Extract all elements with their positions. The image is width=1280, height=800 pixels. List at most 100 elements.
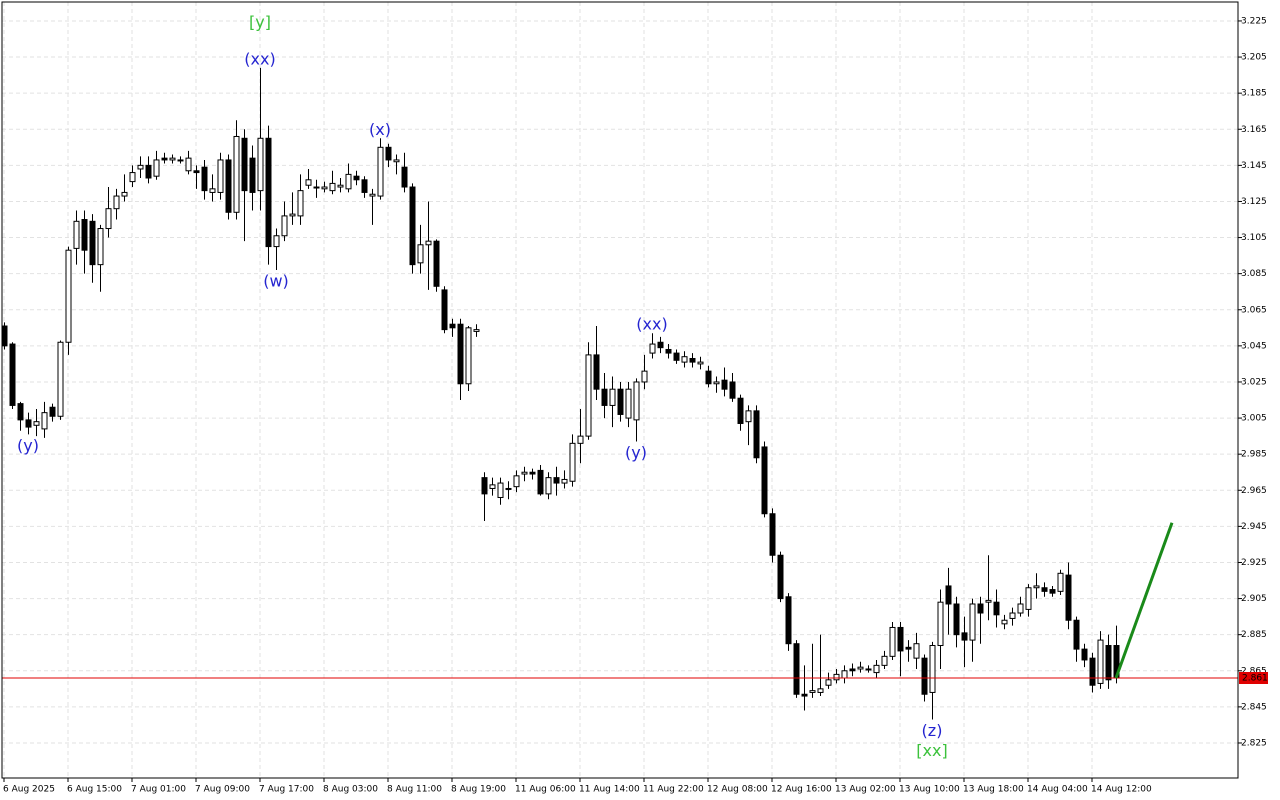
- candle-body: [577, 435, 584, 444]
- candle-body: [193, 170, 200, 174]
- candle-body: [697, 361, 704, 365]
- candle-body: [841, 670, 848, 679]
- y-tick-label: 2.845: [1241, 702, 1267, 712]
- candle-body: [385, 146, 392, 161]
- candle-body: [217, 159, 224, 193]
- y-tick-label: 3.205: [1241, 53, 1267, 63]
- x-tick-label: 6 Aug 15:00: [67, 785, 122, 795]
- candle-body: [529, 471, 536, 475]
- y-tick-label: 3.165: [1241, 125, 1267, 135]
- last-price-label: 2.861: [1242, 673, 1268, 683]
- candle-body: [441, 289, 448, 331]
- candle-body: [617, 388, 624, 415]
- y-tick-label: 2.925: [1241, 558, 1267, 568]
- x-tick-label: 11 Aug 06:00: [515, 785, 576, 795]
- candle-body: [25, 419, 32, 428]
- candle-body: [985, 599, 992, 603]
- candle-body: [1081, 648, 1088, 661]
- y-tick-label: 3.145: [1241, 161, 1267, 171]
- candle-body: [417, 244, 424, 264]
- candle-body: [465, 327, 472, 385]
- candle-body: [1017, 603, 1024, 614]
- candle-body: [161, 157, 168, 161]
- candle-body: [105, 208, 112, 230]
- wave-label: (xx): [636, 315, 667, 334]
- x-tick-label: 7 Aug 01:00: [131, 785, 186, 795]
- candle-body: [761, 446, 768, 515]
- candle-body: [593, 354, 600, 390]
- candle-body: [665, 348, 672, 354]
- candle-body: [449, 323, 456, 329]
- candle-body: [481, 477, 488, 495]
- candle-body: [929, 645, 936, 693]
- candle-body: [705, 370, 712, 385]
- y-tick-label: 3.005: [1241, 414, 1267, 424]
- projection-line: [1114, 522, 1174, 679]
- candle-body: [937, 601, 944, 647]
- candle-body: [633, 381, 640, 421]
- candle-body: [713, 381, 720, 385]
- candle-body: [9, 343, 16, 406]
- y-tick-label: 2.825: [1241, 738, 1267, 748]
- candle-body: [169, 157, 176, 161]
- y-tick-label: 3.085: [1241, 269, 1267, 279]
- x-tick-label: 7 Aug 09:00: [195, 785, 250, 795]
- y-tick-label: 3.225: [1241, 16, 1267, 26]
- candle-body: [377, 146, 384, 197]
- candle-body: [913, 643, 920, 659]
- x-tick-label: 13 Aug 02:00: [835, 785, 896, 795]
- candle-body: [809, 690, 816, 693]
- y-tick-label: 3.065: [1241, 305, 1267, 315]
- x-tick-label: 13 Aug 10:00: [899, 785, 960, 795]
- candle-body: [601, 388, 608, 406]
- candle-body: [257, 137, 264, 192]
- candle-body: [609, 388, 616, 406]
- candle-body: [953, 603, 960, 636]
- y-tick-label: 3.185: [1241, 89, 1267, 99]
- candle-body: [433, 240, 440, 287]
- candle-body: [241, 137, 248, 192]
- candle-body: [553, 477, 560, 484]
- candle-body: [505, 487, 512, 490]
- candle-body: [649, 343, 656, 354]
- candle-body: [73, 220, 80, 249]
- candle-body: [785, 596, 792, 645]
- candle-body: [353, 175, 360, 181]
- wave-label: (y): [17, 436, 39, 455]
- candle-body: [121, 191, 128, 197]
- candle-body: [473, 329, 480, 332]
- candle-body: [897, 626, 904, 652]
- y-tick-label: 3.025: [1241, 377, 1267, 387]
- candle-body: [857, 666, 864, 670]
- x-tick-label: 13 Aug 18:00: [963, 785, 1024, 795]
- candle-body: [113, 195, 120, 210]
- wave-label: (x): [369, 120, 391, 139]
- candle-body: [201, 166, 208, 192]
- candle-body: [585, 354, 592, 437]
- x-tick-label: 14 Aug 12:00: [1091, 785, 1152, 795]
- y-tick-label: 2.985: [1241, 450, 1267, 460]
- candle-body: [1105, 645, 1112, 681]
- candle-body: [561, 478, 568, 484]
- candle-body: [569, 442, 576, 482]
- candle-body: [801, 693, 808, 697]
- candle-body: [41, 412, 48, 430]
- candle-body: [225, 159, 232, 213]
- y-tick-label: 3.125: [1241, 197, 1267, 207]
- candle-body: [1001, 619, 1008, 625]
- candle-body: [177, 159, 184, 162]
- candle-body: [65, 249, 72, 343]
- x-tick-label: 14 Aug 04:00: [1027, 785, 1088, 795]
- candle-body: [1033, 585, 1040, 589]
- candle-body: [153, 159, 160, 177]
- x-tick-label: 8 Aug 03:00: [323, 785, 378, 795]
- candle-body: [345, 173, 352, 190]
- candle-body: [1009, 612, 1016, 619]
- x-tick-label: 8 Aug 11:00: [387, 785, 442, 795]
- plot-area: (y) (xx) [y] (w) (x) (xx) (y) (z)[xx]: [1, 12, 1238, 760]
- candle-body: [457, 323, 464, 385]
- candle-body: [33, 421, 40, 426]
- candle-body: [873, 664, 880, 674]
- candle-body: [289, 213, 296, 217]
